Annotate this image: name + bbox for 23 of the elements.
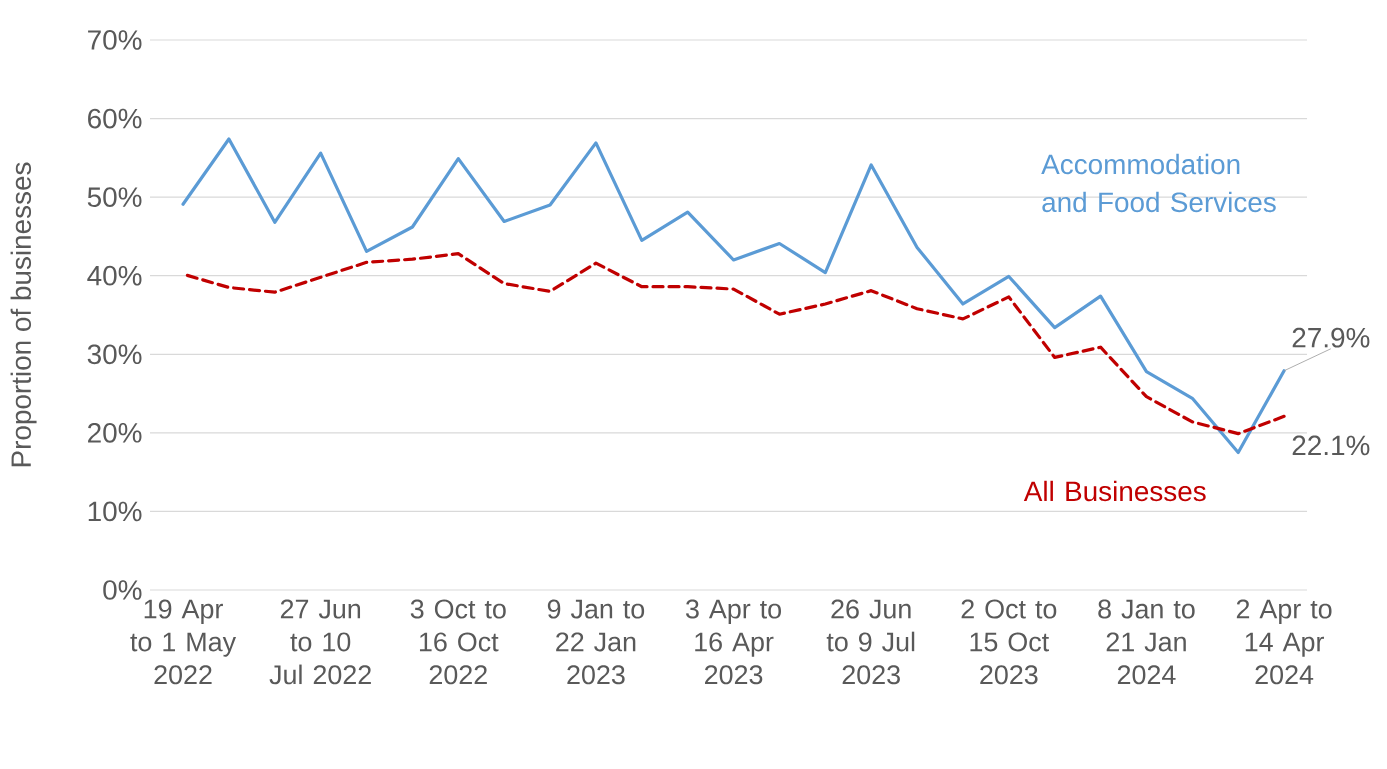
- y-tick-label: 20%: [88, 422, 142, 443]
- series-label: All Businesses: [1023, 480, 1206, 502]
- y-tick-label: 60%: [88, 108, 142, 129]
- x-tick-label: 2 Oct to 15 Oct 2023: [961, 599, 1057, 685]
- data-label: 22.1%: [1292, 435, 1370, 456]
- y-tick-label: 70%: [88, 30, 142, 50]
- x-tick-label: 9 Jan to 22 Jan 2023: [547, 599, 645, 685]
- x-tick-label: 19 Apr to 1 May 2022: [130, 599, 237, 685]
- line-series: [181, 137, 1286, 455]
- y-tick-label: 40%: [87, 265, 142, 286]
- x-tick-label: 2 Apr to 14 Apr 2024: [1236, 599, 1332, 685]
- y-tick-label: 30%: [87, 344, 142, 365]
- text: Accommodation and Food Services: [1041, 153, 1276, 213]
- data-label: 27.9%: [1292, 327, 1370, 348]
- x-tick-label: 8 Jan to 21 Jan 2024: [1098, 599, 1195, 685]
- x-tick-label: 27 Jun to 10 Jul 2022: [269, 599, 371, 685]
- x-tick-label: 3 Apr to 16 Apr 2023: [686, 599, 781, 685]
- y-tick-label: 50%: [87, 187, 142, 207]
- x-tick-label: 26 Jun to 9 Jul 2023: [826, 599, 915, 685]
- x-tick-label: 3 Oct to 16 Oct 2022: [410, 599, 506, 685]
- y-tick-label: 10%: [88, 501, 142, 522]
- y-tick-label: 0%: [103, 580, 142, 600]
- y-axis-title: Proportion of businesses: [10, 162, 37, 467]
